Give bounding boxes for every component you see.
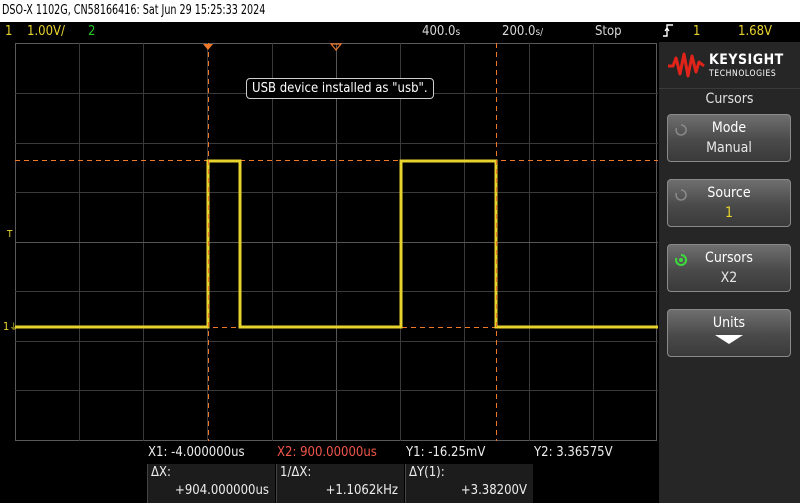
y1-readout[interactable]: Y1: -16.25mV (406, 445, 486, 460)
cursor-measurements: X1: -4.000000us X2: 900.00000us Y1: -16.… (0, 443, 659, 503)
knob-inactive-icon (675, 124, 687, 136)
delta-y-value: +3.38200V (460, 483, 527, 498)
delta-x-value: +904.000000us (175, 483, 269, 498)
mode-value: Manual (706, 140, 752, 156)
channel1-number[interactable]: 1 (5, 24, 13, 39)
trigger-level[interactable]: 1.68V (738, 24, 773, 39)
trigger-position-marker (203, 44, 213, 50)
mode-softkey[interactable]: Mode Manual (667, 114, 791, 162)
channel1-scale[interactable]: 1.00V/ (27, 24, 65, 39)
time-scale[interactable]: 200.0s/ (502, 24, 544, 39)
trigger-level-marker[interactable]: T (7, 229, 13, 240)
waveform-display[interactable]: T 1⏚ (3, 43, 658, 441)
mode-label: Mode (711, 120, 747, 136)
delta-x-box: ΔX: +904.000000us (147, 464, 275, 503)
cursors-label: Cursors (705, 250, 753, 266)
source-value: 1 (724, 205, 733, 221)
delta-x-label: ΔX: (151, 465, 171, 480)
waveform-svg (15, 43, 658, 441)
run-state[interactable]: Stop (595, 24, 622, 39)
channel2-number[interactable]: 2 (88, 24, 96, 39)
cursors-value: X2 (720, 270, 738, 286)
knob-inactive-icon (675, 189, 687, 201)
delta-y-label: ΔY(1): (409, 465, 445, 480)
delta-y-box: ΔY(1): +3.38200V (405, 464, 533, 503)
y2-readout[interactable]: Y2: 3.36575V (534, 445, 613, 460)
time-reference-marker (329, 43, 343, 51)
usb-notification-popup: USB device installed as "usb". (246, 78, 434, 99)
time-reference[interactable]: 400.0s (422, 24, 461, 39)
status-bar: 1 1.00V/ 2 400.0s 200.0s/ Stop 1 1.68V (0, 22, 800, 42)
arrow-down-icon (715, 335, 743, 344)
window-title: DSO-X 1102G, CN58166416: Sat Jun 29 15:2… (2, 3, 266, 18)
keysight-wave-icon (668, 52, 705, 78)
x2-readout[interactable]: X2: 900.00000us (277, 445, 377, 460)
softkey-panel: KEYSIGHT TECHNOLOGIES Cursors Mode Manua… (659, 42, 800, 503)
units-label: Units (712, 315, 746, 331)
x1-readout[interactable]: X1: -4.000000us (148, 445, 245, 460)
source-softkey[interactable]: Source 1 (667, 179, 791, 227)
knob-active-icon (675, 253, 688, 266)
menu-title: Cursors (659, 88, 800, 110)
units-softkey[interactable]: Units (667, 309, 791, 357)
source-label: Source (707, 185, 751, 201)
inverse-delta-x-label: 1/ΔX: (280, 465, 312, 480)
rising-edge-icon (662, 22, 674, 47)
channel1-ground-marker[interactable]: 1⏚ (3, 320, 19, 333)
keysight-logo: KEYSIGHT TECHNOLOGIES (667, 48, 797, 82)
cursors-softkey[interactable]: Cursors X2 (667, 244, 791, 292)
inverse-delta-x-box: 1/ΔX: +1.1062kHz (276, 464, 404, 503)
trigger-source[interactable]: 1 (693, 24, 701, 39)
inverse-delta-x-value: +1.1062kHz (325, 483, 398, 498)
window-title-bar: DSO-X 1102G, CN58166416: Sat Jun 29 15:2… (0, 0, 800, 22)
